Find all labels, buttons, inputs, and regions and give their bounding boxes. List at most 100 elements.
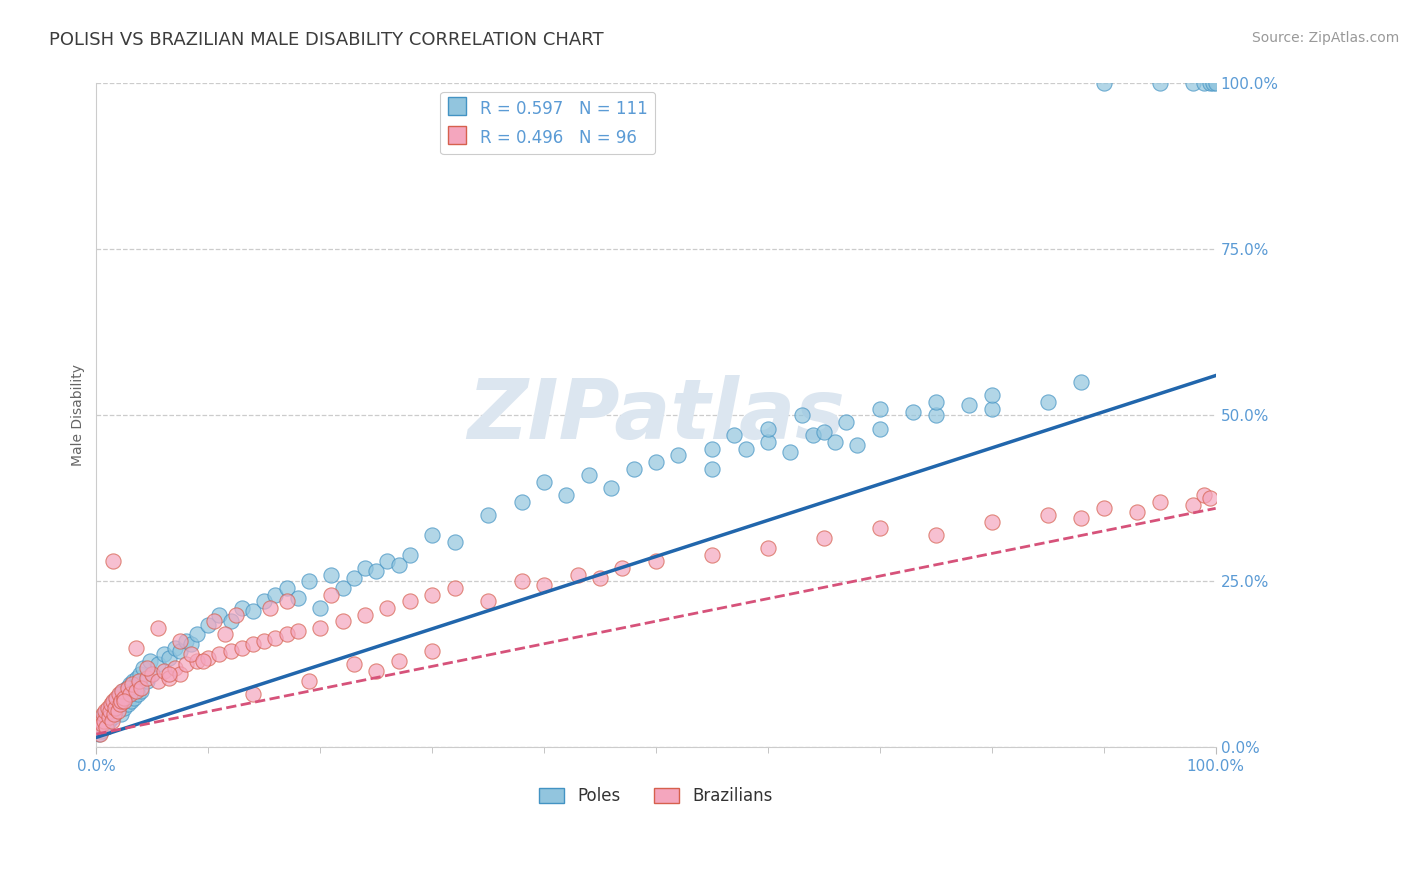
Point: [101, 694, 124, 708]
Point: [612, 561, 634, 575]
Point: [756, 434, 779, 449]
Point: [219, 644, 242, 658]
Point: [97, 710, 120, 724]
Point: [298, 673, 321, 688]
Text: POLISH VS BRAZILIAN MALE DISABILITY CORRELATION CHART: POLISH VS BRAZILIAN MALE DISABILITY CORR…: [49, 31, 603, 49]
Point: [354, 561, 377, 575]
Point: [121, 677, 143, 691]
Point: [578, 468, 600, 483]
Point: [287, 591, 309, 605]
Point: [1092, 501, 1115, 516]
Point: [96, 700, 118, 714]
Point: [957, 399, 980, 413]
Point: [169, 644, 191, 658]
Point: [118, 687, 141, 701]
Point: [141, 667, 163, 681]
Point: [87, 727, 110, 741]
Point: [96, 720, 118, 734]
Point: [180, 637, 202, 651]
Point: [97, 714, 120, 728]
Point: [925, 409, 948, 423]
Point: [124, 684, 146, 698]
Point: [321, 567, 343, 582]
Point: [398, 594, 420, 608]
Point: [169, 667, 191, 681]
Point: [332, 614, 354, 628]
Point: [813, 425, 835, 439]
Point: [666, 448, 689, 462]
Point: [124, 681, 146, 695]
Point: [107, 690, 129, 705]
Point: [104, 704, 127, 718]
Point: [103, 707, 125, 722]
Point: [122, 673, 145, 688]
Point: [100, 707, 122, 722]
Point: [589, 571, 612, 585]
Point: [242, 637, 264, 651]
Point: [298, 574, 321, 589]
Point: [197, 650, 219, 665]
Point: [112, 700, 135, 714]
Point: [157, 650, 180, 665]
Point: [700, 461, 723, 475]
Point: [477, 508, 499, 522]
Point: [420, 528, 443, 542]
Point: [163, 640, 186, 655]
Point: [1070, 511, 1092, 525]
Point: [925, 528, 948, 542]
Text: ZIPatlas: ZIPatlas: [467, 375, 845, 456]
Point: [645, 554, 668, 568]
Point: [846, 438, 869, 452]
Point: [91, 717, 114, 731]
Point: [533, 577, 555, 591]
Point: [734, 442, 756, 456]
Point: [89, 727, 111, 741]
Point: [103, 694, 125, 708]
Point: [309, 601, 332, 615]
Point: [117, 697, 139, 711]
Legend: Poles, Brazilians: Poles, Brazilians: [533, 780, 779, 812]
Point: [354, 607, 377, 622]
Point: [101, 697, 124, 711]
Point: [124, 640, 146, 655]
Point: [309, 621, 332, 635]
Point: [139, 654, 162, 668]
Point: [191, 654, 214, 668]
Y-axis label: Male Disability: Male Disability: [72, 365, 86, 467]
Point: [1194, 77, 1216, 91]
Point: [925, 395, 948, 409]
Point: [567, 567, 589, 582]
Point: [208, 607, 231, 622]
Point: [869, 401, 891, 416]
Point: [121, 684, 143, 698]
Point: [169, 634, 191, 648]
Point: [146, 673, 169, 688]
Point: [1126, 505, 1149, 519]
Point: [174, 634, 197, 648]
Point: [208, 648, 231, 662]
Point: [107, 697, 129, 711]
Point: [105, 690, 128, 705]
Point: [91, 714, 114, 728]
Point: [343, 571, 366, 585]
Point: [1199, 77, 1222, 91]
Point: [510, 574, 533, 589]
Point: [108, 697, 131, 711]
Point: [186, 654, 208, 668]
Point: [242, 604, 264, 618]
Point: [118, 687, 141, 701]
Point: [343, 657, 366, 672]
Point: [127, 687, 149, 701]
Point: [94, 710, 117, 724]
Point: [387, 654, 409, 668]
Point: [903, 405, 925, 419]
Point: [101, 554, 124, 568]
Point: [1149, 77, 1171, 91]
Point: [180, 648, 202, 662]
Point: [90, 723, 112, 738]
Point: [980, 388, 1002, 402]
Point: [90, 714, 112, 728]
Point: [824, 434, 846, 449]
Point: [510, 494, 533, 508]
Point: [157, 667, 180, 681]
